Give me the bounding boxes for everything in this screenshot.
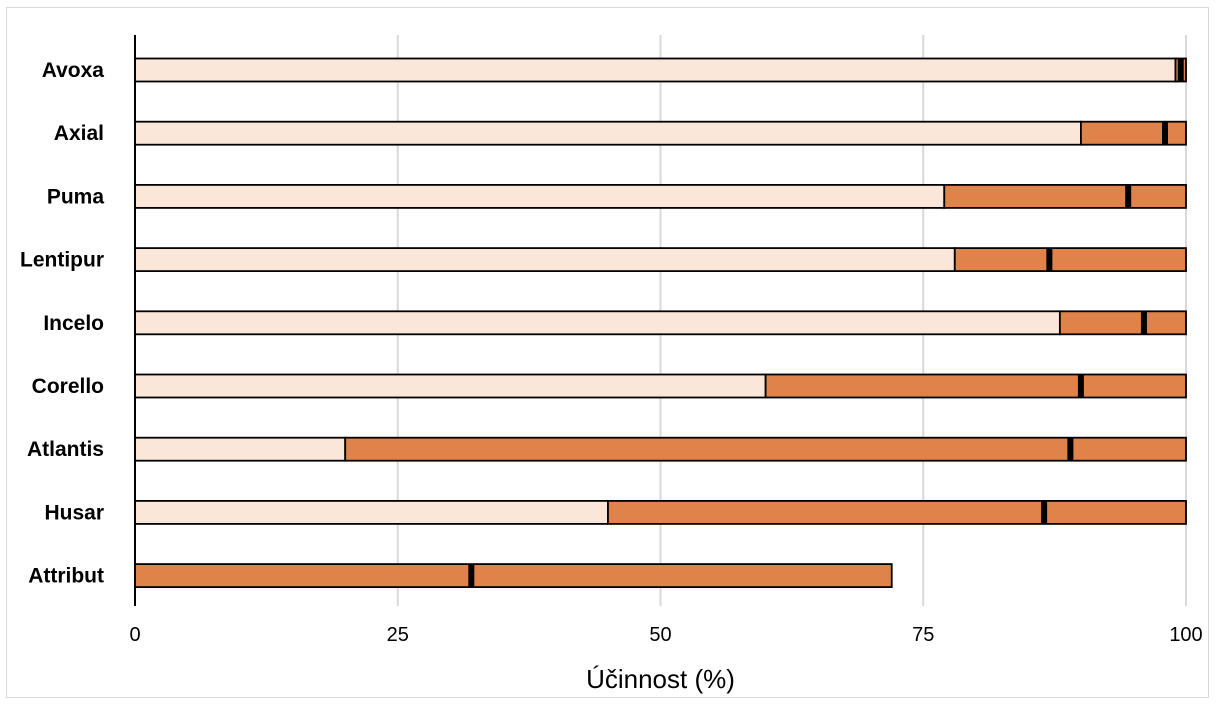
bar-husar-segment-2 bbox=[607, 499, 1187, 525]
chart-frame bbox=[6, 7, 1209, 698]
bar-incelo-segment-1 bbox=[134, 310, 1061, 336]
marker-avoxa bbox=[1177, 58, 1184, 82]
category-label-lentipur: Lentipur bbox=[20, 249, 104, 272]
bar-incelo-segment-2 bbox=[1058, 310, 1187, 336]
bar-avoxa-segment-1 bbox=[134, 57, 1177, 83]
category-label-atlantis: Atlantis bbox=[27, 438, 104, 461]
x-tick-label-50: 50 bbox=[649, 624, 671, 646]
bar-corello-segment-2 bbox=[764, 373, 1187, 399]
bar-puma-segment-1 bbox=[134, 183, 946, 209]
x-tick-label-75: 75 bbox=[912, 624, 934, 646]
bar-atlantis-segment-1 bbox=[134, 436, 347, 462]
marker-corello bbox=[1077, 374, 1084, 398]
category-label-attribut: Attribut bbox=[28, 565, 104, 588]
marker-husar bbox=[1041, 500, 1048, 524]
bar-lentipur-segment-1 bbox=[134, 247, 956, 273]
category-label-husar: Husar bbox=[44, 501, 104, 524]
bar-axial-segment-2 bbox=[1080, 120, 1187, 146]
marker-attribut bbox=[468, 564, 475, 588]
category-label-incelo: Incelo bbox=[43, 312, 104, 335]
marker-lentipur bbox=[1046, 248, 1053, 272]
category-label-puma: Puma bbox=[47, 185, 105, 208]
bar-axial-segment-1 bbox=[134, 120, 1082, 146]
bar-lentipur-segment-2 bbox=[953, 247, 1187, 273]
marker-atlantis bbox=[1067, 437, 1074, 461]
category-label-corello: Corello bbox=[32, 375, 104, 398]
x-tick-label-25: 25 bbox=[387, 624, 409, 646]
marker-puma bbox=[1125, 184, 1132, 208]
marker-incelo bbox=[1140, 311, 1147, 335]
bar-puma-segment-2 bbox=[943, 183, 1187, 209]
category-label-axial: Axial bbox=[54, 122, 104, 145]
x-tick-label-100: 100 bbox=[1169, 624, 1202, 646]
bar-husar-segment-1 bbox=[134, 499, 609, 525]
bar-attribut-segment-2 bbox=[134, 563, 893, 588]
x-axis-title: Účinnost (%) bbox=[586, 664, 735, 694]
bar-corello-segment-1 bbox=[134, 373, 767, 399]
marker-axial bbox=[1161, 121, 1168, 145]
bar-atlantis-segment-2 bbox=[344, 436, 1187, 462]
category-label-avoxa: Avoxa bbox=[42, 59, 105, 82]
x-tick-label-0: 0 bbox=[129, 624, 140, 646]
